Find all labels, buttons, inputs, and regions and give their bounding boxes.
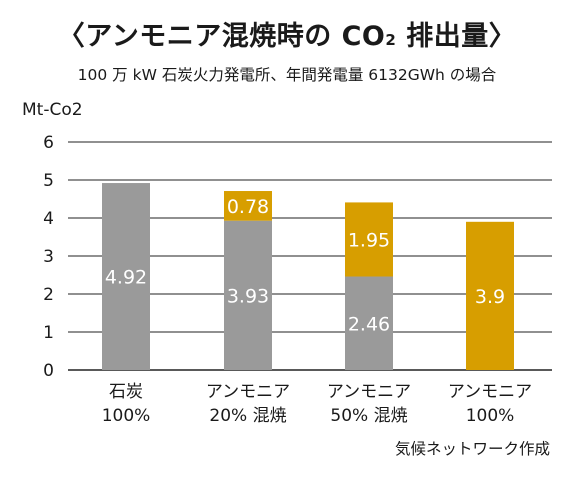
data-label: 3.9: [475, 286, 505, 308]
chart-title-main: 〈アンモニア混焼時の CO: [57, 21, 386, 52]
chart-title: 〈アンモニア混焼時の CO2 排出量〉: [0, 14, 574, 53]
data-label: 0.78: [227, 196, 269, 218]
bar-segment: [345, 202, 393, 277]
data-label: 3.93: [227, 285, 269, 307]
y-axis-unit-label: Mt-Co2: [22, 100, 83, 120]
data-label: 1.95: [348, 229, 390, 251]
bar-segment: [466, 221, 514, 370]
y-tick-label: 4: [43, 209, 54, 229]
x-category-label: 50% 混焼: [330, 406, 407, 426]
data-label: 4.92: [105, 267, 147, 289]
y-tick-label: 0: [43, 361, 54, 381]
x-category-label: 100%: [102, 406, 151, 426]
x-category-label: 石炭: [109, 382, 143, 402]
bar-segment: [345, 276, 393, 370]
bar-segment: [224, 220, 272, 370]
chart-title-end: 排出量〉: [396, 21, 517, 52]
bar-segment: [224, 191, 272, 221]
y-tick-label: 3: [43, 247, 54, 267]
x-category-label: 20% 混焼: [209, 406, 286, 426]
y-tick-label: 5: [43, 171, 54, 191]
y-tick-label: 1: [43, 323, 54, 343]
chart-subtitle: 100 万 kW 石炭火力発電所、年間発電量 6132GWh の場合: [77, 66, 497, 84]
x-category-label: アンモニア: [327, 382, 411, 402]
x-category-label: アンモニア: [448, 382, 532, 402]
x-category-label: アンモニア: [206, 382, 290, 402]
data-label: 2.46: [348, 313, 390, 335]
x-category-label: 100%: [466, 406, 515, 426]
y-tick-label: 6: [43, 133, 54, 153]
bars: [102, 183, 514, 370]
bar-segment: [102, 183, 150, 370]
source-credit: 気候ネットワーク作成: [394, 440, 550, 458]
y-tick-label: 2: [43, 285, 54, 305]
data-labels: 4.92 3.93 0.78 2.46 1.95 3.9: [105, 196, 505, 335]
chart-title-subscript: 2: [385, 31, 397, 49]
y-axis-ticks: 0 1 2 3 4 5 6: [43, 133, 54, 381]
